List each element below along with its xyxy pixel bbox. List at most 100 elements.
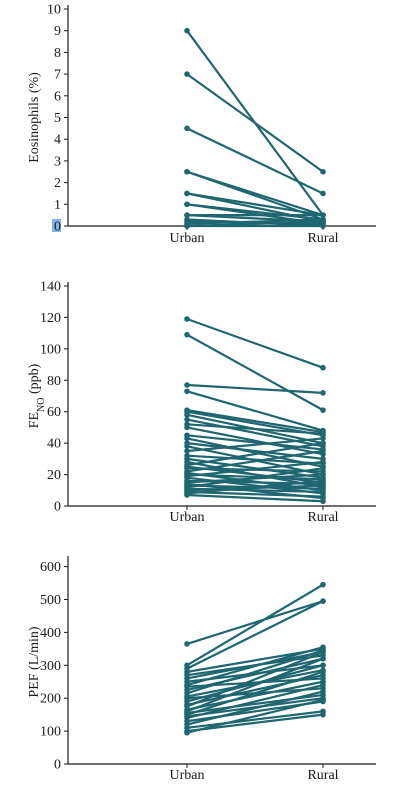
feno-x-tick-label: Rural (307, 510, 338, 525)
pef-pair-line (185, 600, 325, 670)
pef-pair-line (185, 664, 325, 703)
feno-y-tick-label: 100 (40, 342, 61, 357)
pef-y-tick-label: 400 (40, 626, 61, 641)
feno-pair-line (185, 454, 325, 465)
eosinophils-y-tick-label: 6 (54, 89, 61, 104)
eosinophils-rural-point (320, 168, 326, 175)
eosinophils-urban-point (184, 223, 190, 229)
eosinophils-urban-point (184, 168, 190, 175)
eosinophils-rural-point (320, 218, 326, 225)
pef-pair-line (185, 680, 325, 711)
feno-urban-point (184, 435, 190, 442)
feno-urban-point (184, 388, 190, 395)
eosinophils-urban-point (184, 27, 190, 34)
feno-urban-point (184, 382, 190, 388)
eosinophils-urban-point (184, 201, 190, 208)
pef-pair-line (185, 710, 325, 729)
feno-pair-line (185, 418, 325, 448)
feno-pair-line (185, 493, 325, 503)
feno-rural-point (320, 459, 326, 465)
eosinophils-y-tick-label: 7 (54, 68, 61, 83)
feno-panel: 0 20 40 60 80 100 120 140 Urban Rural FENO (ppb) (27, 280, 376, 525)
feno-rural-point (320, 435, 326, 442)
feno-rural-point (320, 482, 326, 489)
pef-panel: 0 100 200 300 400 500 600 Urban Rural PEF (L/min) (27, 556, 376, 783)
pef-urban-point (184, 729, 190, 736)
eosinophils-panel: 0 1 2 3 4 5 6 7 8 9 10 Urban Rural Eosinophils (%) (27, 3, 376, 246)
feno-pair-line (185, 383, 325, 394)
feno-urban-point (184, 416, 190, 423)
feno-rural-point (320, 471, 326, 478)
feno-pair-line (185, 479, 325, 495)
feno-rural-point (320, 448, 326, 454)
pef-urban-point (184, 641, 190, 647)
eosinophils-y-tick-label: 1 (54, 198, 61, 213)
eosinophils-y-tick-label: 10 (47, 3, 61, 18)
feno-rural-point (320, 489, 326, 495)
feno-rural-point (320, 493, 326, 500)
eosinophils-rural-point (320, 190, 326, 197)
eosinophils-x-tick-label: Urban (170, 231, 205, 246)
feno-y-tick-label: 140 (40, 280, 61, 295)
feno-pair-line (185, 449, 325, 473)
feno-urban-point (184, 443, 190, 450)
pef-pair-line (185, 698, 325, 734)
eosinophils-y-tick-label: 9 (54, 24, 61, 39)
feno-y-tick-label: 40 (47, 437, 61, 452)
feno-pair-line (185, 442, 325, 467)
feno-rural-point (320, 430, 326, 437)
pef-rural-point (320, 655, 326, 662)
pef-pair-line (185, 657, 325, 713)
eosinophils-urban-point (184, 212, 190, 218)
feno-y-tick-label: 120 (40, 311, 61, 326)
eosinophils-urban-point (184, 190, 190, 197)
feno-pair-line (185, 467, 325, 489)
pef-rural-point (320, 649, 326, 655)
pef-pair-line (185, 646, 325, 687)
feno-y-tick-label: 20 (47, 468, 61, 483)
feno-pair-line (185, 460, 325, 478)
feno-urban-point (184, 424, 190, 431)
pef-y-tick-label: 100 (40, 725, 61, 740)
pef-rural-point (320, 682, 326, 688)
pef-rural-point (320, 581, 326, 588)
eosinophils-y-tick-label: 3 (54, 154, 61, 169)
feno-y-axis-label: FENO (ppb) (27, 363, 47, 428)
feno-pair-line (185, 426, 325, 456)
feno-pair-line (185, 317, 325, 369)
feno-rural-point (320, 498, 326, 505)
eosinophils-y-tick-label: 8 (54, 46, 61, 61)
eosinophils-rural-point (320, 223, 326, 229)
feno-rural-point (320, 465, 326, 472)
pef-y-axis-label: PEF (L/min) (27, 626, 42, 698)
eosinophils-y-tick-label: 0 (54, 220, 61, 235)
feno-rural-point (320, 364, 326, 371)
pef-rural-point (320, 662, 326, 669)
eosinophils-y-tick-label: 2 (54, 176, 61, 191)
feno-urban-point (184, 492, 190, 498)
feno-pair-line (185, 437, 325, 453)
pef-pair-line (185, 583, 325, 667)
pef-rural-point (320, 598, 326, 604)
pef-y-tick-label: 600 (40, 560, 61, 575)
feno-pair-line (185, 333, 325, 412)
feno-rural-point (320, 407, 326, 413)
pef-pair-line (185, 690, 325, 726)
feno-urban-point (184, 448, 190, 454)
feno-pair-line (185, 409, 325, 434)
pef-y-tick-label: 0 (54, 758, 61, 773)
feno-y-tick-label: 0 (54, 500, 61, 515)
feno-urban-point (184, 316, 190, 322)
eosinophils-x-tick-label: Rural (307, 231, 338, 246)
eosinophils-tick-highlight (52, 219, 61, 232)
feno-rural-point (320, 390, 326, 396)
eosinophils-y-axis-label: Eosinophils (%) (27, 72, 42, 163)
pef-y-tick-label: 500 (40, 593, 61, 608)
eosinophils-rural-point (320, 212, 326, 218)
pef-pair-line (185, 683, 325, 720)
pef-x-tick-label: Rural (307, 768, 338, 783)
feno-urban-point (184, 412, 190, 418)
eosinophils-urban-point (184, 125, 190, 132)
feno-rural-point (320, 478, 326, 484)
